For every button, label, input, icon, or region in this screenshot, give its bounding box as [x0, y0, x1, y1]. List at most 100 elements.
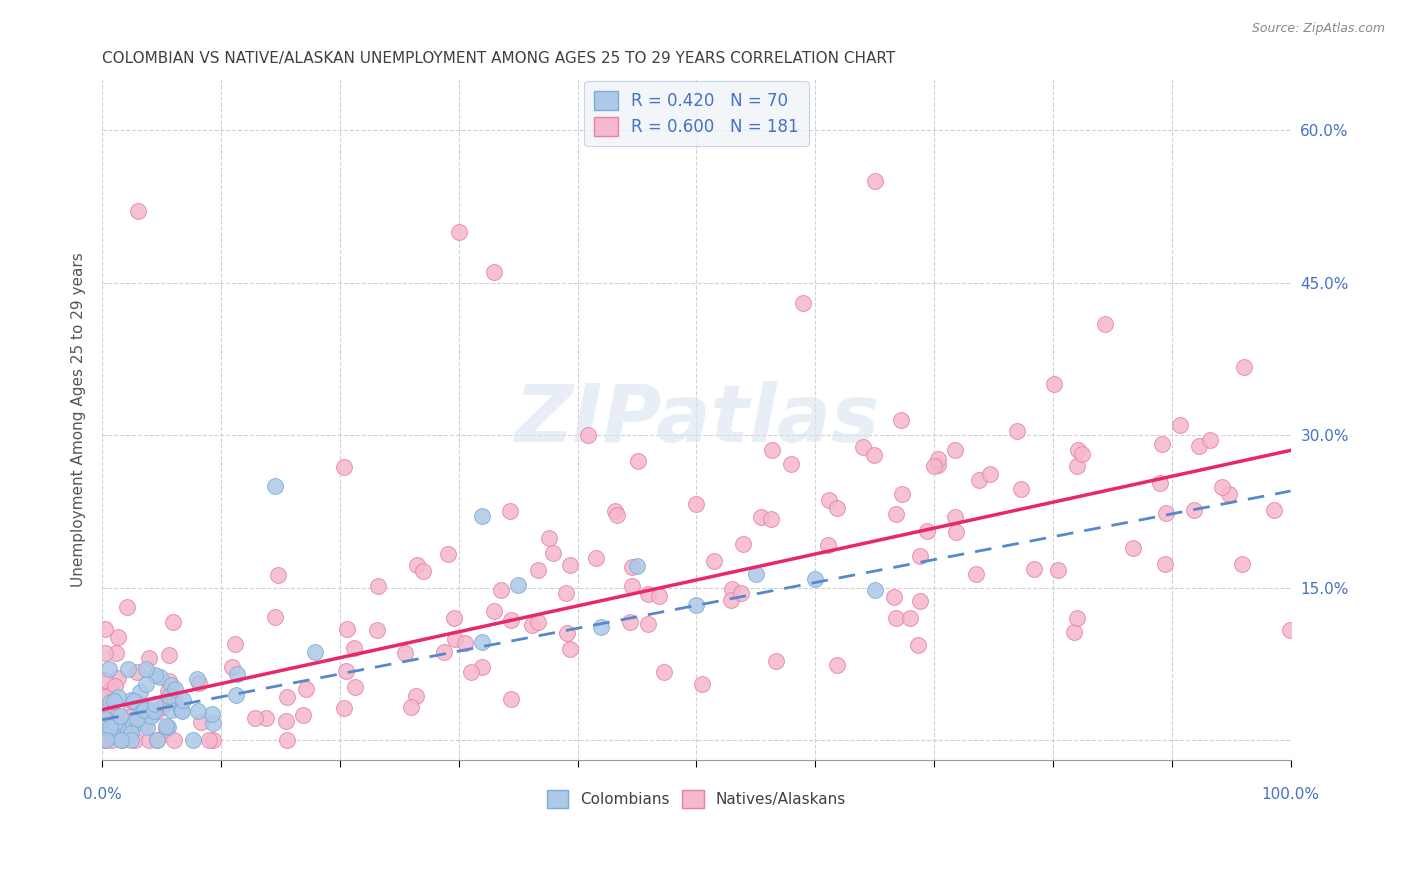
Point [508, 577, 530, 591]
Point [692, 677, 714, 691]
Point [444, 632, 467, 647]
Y-axis label: Unemployment Among Ages 25 to 29 years: Unemployment Among Ages 25 to 29 years [72, 252, 86, 587]
Point [93, 673, 115, 687]
Point [160, 678, 183, 692]
Point [104, 709, 127, 723]
Point [621, 559, 644, 574]
Point [886, 508, 908, 522]
Point [627, 454, 650, 468]
Point [187, 676, 209, 690]
Point [399, 700, 422, 714]
Point [979, 467, 1001, 481]
Point [127, 665, 149, 679]
Point [120, 725, 142, 739]
Point [134, 701, 156, 715]
Point [907, 638, 929, 652]
Point [1063, 624, 1085, 639]
Point [110, 733, 132, 747]
Point [98, 695, 121, 709]
Point [201, 716, 224, 731]
Point [120, 700, 142, 714]
Point [124, 733, 146, 747]
Point [560, 558, 582, 572]
Point [101, 733, 124, 747]
Point [1233, 359, 1256, 374]
Point [122, 694, 145, 708]
Point [201, 733, 224, 747]
Point [648, 590, 671, 604]
Point [890, 487, 912, 501]
Point [129, 685, 152, 699]
Point [155, 723, 177, 737]
Point [1066, 611, 1088, 625]
Point [243, 710, 266, 724]
Text: ZIPatlas: ZIPatlas [515, 381, 879, 458]
Point [817, 538, 839, 552]
Point [1022, 562, 1045, 576]
Point [910, 594, 932, 608]
Point [555, 586, 578, 600]
Point [471, 509, 494, 524]
Point [1094, 318, 1116, 332]
Point [447, 225, 470, 239]
Point [266, 567, 288, 582]
Point [93, 713, 115, 727]
Point [127, 712, 149, 726]
Point [366, 624, 388, 638]
Point [471, 660, 494, 674]
Point [157, 648, 180, 663]
Point [276, 690, 298, 705]
Point [131, 706, 153, 720]
Point [104, 679, 127, 693]
Point [863, 174, 886, 188]
Point [394, 646, 416, 660]
Point [93, 720, 115, 734]
Point [170, 704, 193, 718]
Legend: Colombians, Natives/Alaskans: Colombians, Natives/Alaskans [541, 784, 852, 814]
Point [603, 504, 626, 518]
Point [1154, 506, 1177, 520]
Point [969, 474, 991, 488]
Point [139, 708, 162, 723]
Point [155, 719, 177, 733]
Point [910, 549, 932, 563]
Point [135, 702, 157, 716]
Point [1066, 458, 1088, 473]
Point [163, 691, 186, 706]
Point [606, 508, 628, 522]
Point [100, 725, 122, 739]
Point [560, 641, 582, 656]
Point [1067, 442, 1090, 457]
Point [187, 704, 209, 718]
Point [120, 709, 142, 723]
Point [943, 442, 966, 457]
Point [134, 715, 156, 730]
Point [183, 733, 205, 747]
Point [107, 631, 129, 645]
Point [107, 690, 129, 705]
Point [471, 634, 494, 648]
Point [157, 690, 180, 704]
Point [143, 705, 166, 719]
Point [149, 670, 172, 684]
Point [884, 611, 907, 625]
Point [93, 710, 115, 724]
Point [1263, 503, 1285, 517]
Point [221, 659, 243, 673]
Point [111, 733, 134, 747]
Point [155, 696, 177, 710]
Point [145, 706, 167, 720]
Point [274, 714, 297, 728]
Point [295, 682, 318, 697]
Point [104, 715, 127, 730]
Point [498, 504, 520, 518]
Point [1184, 503, 1206, 517]
Point [120, 692, 142, 706]
Point [1232, 557, 1254, 571]
Text: Source: ZipAtlas.com: Source: ZipAtlas.com [1251, 22, 1385, 36]
Point [335, 665, 357, 679]
Point [761, 442, 783, 457]
Point [117, 724, 139, 739]
Point [443, 611, 465, 625]
Point [127, 695, 149, 709]
